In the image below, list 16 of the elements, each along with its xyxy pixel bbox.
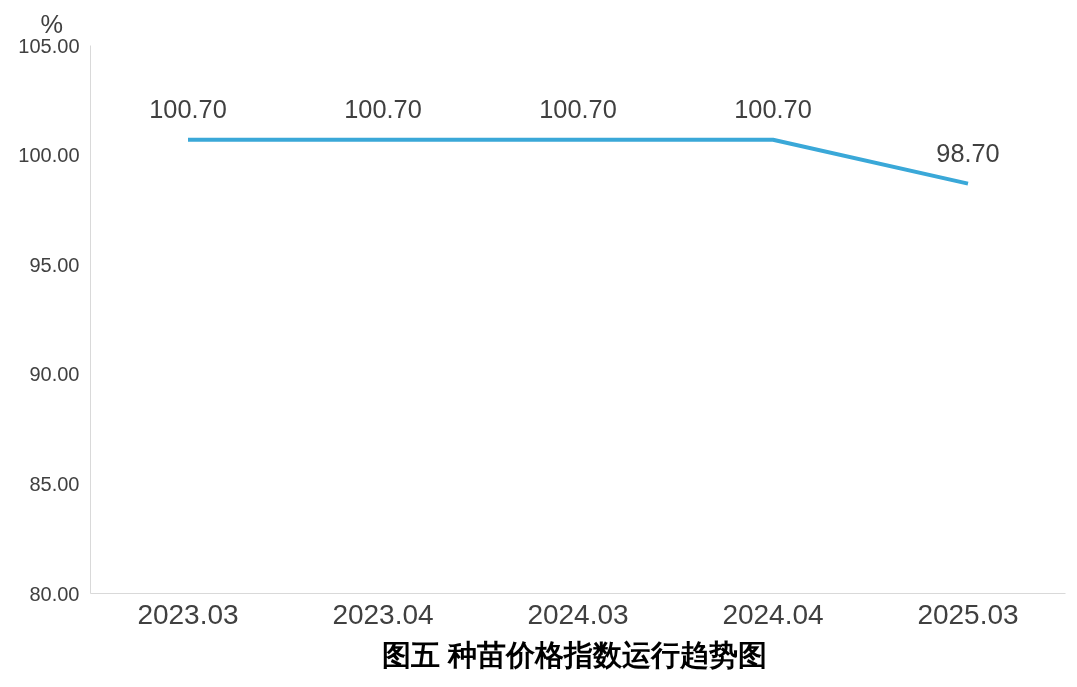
x-tick-label: 2023.03 (137, 598, 239, 630)
x-tick-label: 2023.04 (332, 598, 434, 630)
data-label: 98.70 (936, 138, 1000, 167)
data-label: 100.70 (539, 94, 617, 123)
x-tick-label: 2024.04 (722, 598, 824, 630)
y-tick-label: 90.00 (29, 363, 80, 386)
y-tick-label: 80.00 (29, 582, 80, 605)
data-label: 100.70 (149, 94, 227, 123)
y-tick-label: 95.00 (29, 253, 80, 276)
data-label: 100.70 (344, 94, 422, 123)
x-tick-label: 2025.03 (917, 598, 1019, 630)
y-tick-label: 100.00 (18, 144, 80, 167)
text: 图五 种苗价格指数运行趋势图 (382, 638, 767, 671)
y-tick-label: 85.00 (29, 472, 80, 495)
data-label: 100.70 (734, 94, 812, 123)
x-tick-label: 2024.03 (527, 598, 629, 630)
